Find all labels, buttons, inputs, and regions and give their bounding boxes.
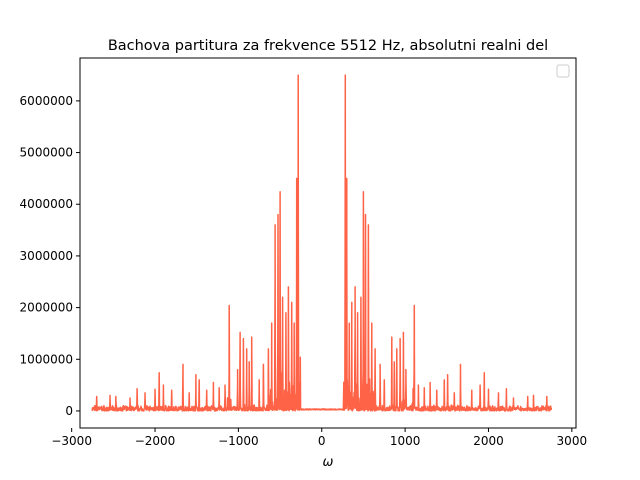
x-tick-label: 3000 bbox=[557, 434, 588, 448]
y-tick-label: 6000000 bbox=[20, 94, 73, 108]
x-axis: −3000 −2000 −1000 0 1000 2000 3000 bbox=[51, 428, 587, 448]
y-tick-label: 1000000 bbox=[20, 352, 73, 366]
y-tick-label: 2000000 bbox=[20, 301, 73, 315]
y-axis: 0 1000000 2000000 3000000 4000000 5000000 6000… bbox=[20, 94, 80, 418]
spectrum-line bbox=[91, 74, 553, 412]
y-tick-label: 5000000 bbox=[20, 146, 73, 160]
plot-area bbox=[91, 74, 553, 412]
axes-frame bbox=[79, 57, 577, 429]
x-axis-label: ω bbox=[323, 455, 334, 470]
x-tick-label: −2000 bbox=[135, 434, 176, 448]
x-tick-label: 1000 bbox=[390, 434, 421, 448]
chart-title: Bachova partitura za frekvence 5512 Hz, … bbox=[108, 38, 548, 54]
x-tick-label: −3000 bbox=[51, 434, 92, 448]
legend-box bbox=[556, 64, 570, 78]
y-tick-label: 3000000 bbox=[20, 249, 73, 263]
y-tick-label: 0 bbox=[65, 404, 73, 418]
y-tick-label: 4000000 bbox=[20, 197, 73, 211]
x-tick-label: 2000 bbox=[473, 434, 504, 448]
x-tick-label: −1000 bbox=[218, 434, 259, 448]
x-tick-label: 0 bbox=[318, 434, 326, 448]
